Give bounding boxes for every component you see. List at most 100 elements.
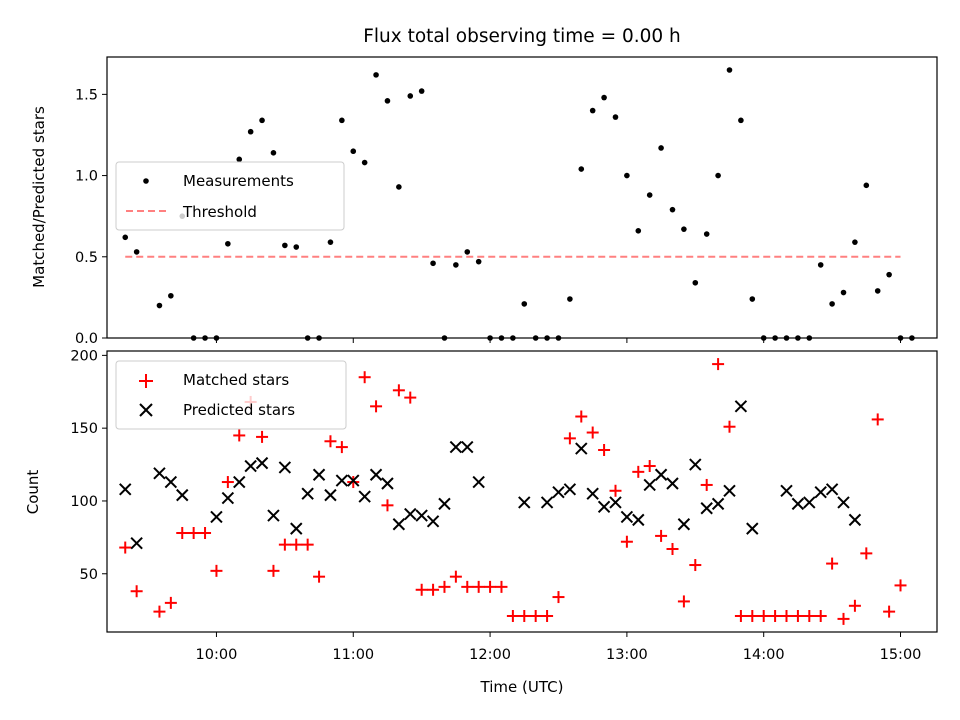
measurement-point [464, 249, 471, 255]
bottom-y-tick-label: 100 [70, 494, 98, 510]
predicted-star-point [700, 502, 713, 515]
matched-star-point [381, 499, 394, 512]
predicted-star-point [335, 474, 349, 487]
predicted-star-point [244, 459, 257, 473]
matched-star-point [541, 609, 554, 622]
measurement-point [578, 166, 585, 172]
matched-star-point [529, 609, 542, 622]
predicted-star-point [689, 458, 702, 471]
matched-star-point [780, 609, 793, 622]
measurement-point [886, 271, 892, 278]
predicted-star-point [415, 509, 428, 522]
predicted-star-point [153, 467, 166, 480]
measurement-point [852, 239, 858, 245]
measurement-point [669, 206, 676, 213]
predicted-star-point [746, 522, 759, 535]
bottom-x-axis: 10:00 11:00 12:00 13:00 14:00 15:00 [196, 632, 921, 663]
matched-star-point [860, 547, 873, 560]
matched-star-point [392, 384, 405, 397]
bottom-y-axis: 50 100 150 200 [70, 348, 107, 583]
predicted-star-point [438, 497, 451, 511]
legend-measurements-marker [143, 178, 149, 184]
predicted-star-point [837, 496, 850, 509]
matched-star-point [358, 371, 371, 384]
top-legend-box [115, 161, 345, 231]
x-axis-label: Time (UTC) [480, 678, 564, 696]
matched-star-point [233, 429, 246, 442]
predicted-star-point [381, 477, 394, 490]
predicted-star-point [278, 461, 292, 474]
measurement-point [874, 288, 881, 294]
predicted-star-point [472, 475, 485, 489]
predicted-star-point [597, 500, 611, 513]
predicted-star-point [210, 510, 223, 524]
predicted-star-point [233, 475, 246, 489]
legend-predicted-marker [139, 403, 153, 417]
measurement-point [327, 239, 334, 245]
bottom-legend-box [115, 360, 347, 430]
matched-star-point [210, 564, 223, 577]
predicted-star-point [609, 496, 622, 509]
measurement-point [521, 301, 528, 307]
top-y-axis-label: Matched/Predicted stars [30, 106, 48, 288]
predicted-star-point [449, 440, 463, 454]
measurement-point [350, 148, 357, 155]
matched-star-point [267, 564, 280, 577]
measurement-point [829, 301, 835, 307]
measurement-point [122, 234, 129, 241]
predicted-star-point [426, 515, 440, 528]
predicted-star-point [620, 510, 634, 524]
measurement-point [156, 302, 163, 309]
matched-star-point [301, 538, 314, 551]
matched-star-point [119, 541, 132, 554]
predicted-star-point [392, 518, 406, 531]
matched-star-point [826, 557, 839, 570]
legend-matched-label: Matched stars [183, 371, 289, 389]
top-y-tick-label: 1.0 [75, 169, 98, 185]
predicted-star-point [677, 518, 691, 531]
measurement-point [339, 117, 345, 124]
bottom-panel: 50 100 150 200 10:00 11:00 12:00 13:00 14:00 15:… [24, 348, 938, 696]
matched-star-point [814, 609, 827, 622]
measurement-point [384, 98, 391, 104]
measurement-point [396, 184, 402, 190]
predicted-star-point [654, 468, 668, 481]
measurement-point [681, 226, 687, 232]
measurement-point [589, 107, 596, 114]
matched-star-point [370, 400, 383, 413]
matched-star-point [883, 605, 896, 618]
measurement-point [715, 172, 721, 179]
measurement-point [168, 292, 174, 299]
bottom-plot-marks [119, 358, 907, 625]
matched-star-point [791, 609, 804, 622]
legend-predicted-label: Predicted stars [183, 401, 295, 419]
x-tick-label: 14:00 [743, 647, 785, 663]
x-tick-label: 13:00 [606, 647, 648, 663]
measurement-point [567, 296, 573, 302]
predicted-star-point [255, 456, 269, 470]
measurement-point [259, 117, 265, 124]
bottom-y-tick-label: 150 [70, 421, 98, 437]
top-x-axis [215, 338, 902, 343]
matched-star-point [415, 583, 428, 596]
matched-star-point [609, 484, 622, 497]
matched-star-point [461, 580, 474, 593]
predicted-star-point [803, 496, 816, 509]
predicted-star-point [552, 486, 565, 499]
matched-star-point [712, 358, 725, 371]
measurement-point [601, 94, 607, 101]
top-plot-marks [122, 67, 915, 341]
matched-star-point [700, 478, 713, 491]
top-y-axis: 0.0 0.5 1.0 1.5 [75, 87, 107, 347]
predicted-star-point [290, 522, 303, 535]
predicted-star-point [324, 488, 337, 502]
matched-star-point [518, 609, 531, 622]
matched-star-point [187, 526, 200, 539]
matched-star-point [449, 570, 462, 583]
matched-star-point [871, 413, 884, 426]
matched-star-point [347, 476, 360, 489]
matched-star-point [438, 580, 451, 593]
matched-star-point [153, 605, 166, 618]
predicted-star-point [312, 468, 326, 481]
